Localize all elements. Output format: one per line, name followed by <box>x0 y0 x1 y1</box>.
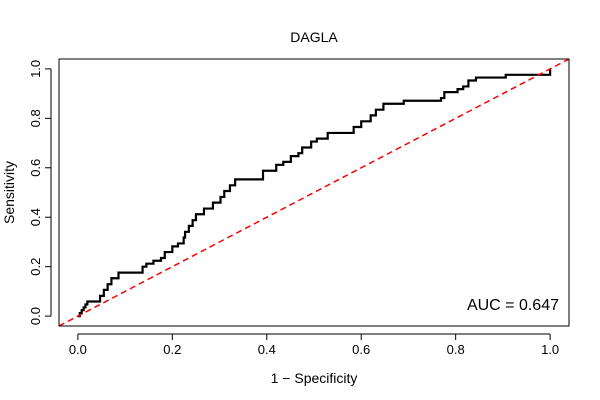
y-tick-label: 0.2 <box>28 258 43 276</box>
y-tick-label: 0.6 <box>28 159 43 177</box>
series-group <box>59 59 569 326</box>
x-tick-label: 0.2 <box>163 342 181 357</box>
roc-curve-line <box>77 68 552 318</box>
y-tick-label: 0.4 <box>28 208 43 226</box>
y-tick-label: 0.8 <box>28 109 43 127</box>
auc-annotation: AUC = 0.647 <box>467 297 559 314</box>
axes: 0.0 0.2 0.4 0.6 0.8 1.0 0.0 0.2 0.4 0.6 0.8 1.0 <box>28 60 559 357</box>
y-axis-label: Sensitivity <box>1 161 17 224</box>
reference-diagonal-line <box>59 59 569 326</box>
x-tick-label: 0.0 <box>69 342 87 357</box>
x-tick-label: 1.0 <box>541 342 559 357</box>
x-tick-label: 0.6 <box>352 342 370 357</box>
x-axis-label: 1 − Specificity <box>271 370 358 386</box>
y-tick-label: 1.0 <box>28 60 43 78</box>
y-tick-label: 0.0 <box>28 307 43 325</box>
plot-frame <box>58 58 570 327</box>
x-tick-label: 0.4 <box>258 342 276 357</box>
chart-title: DAGLA <box>290 29 338 45</box>
x-tick-label: 0.8 <box>447 342 465 357</box>
